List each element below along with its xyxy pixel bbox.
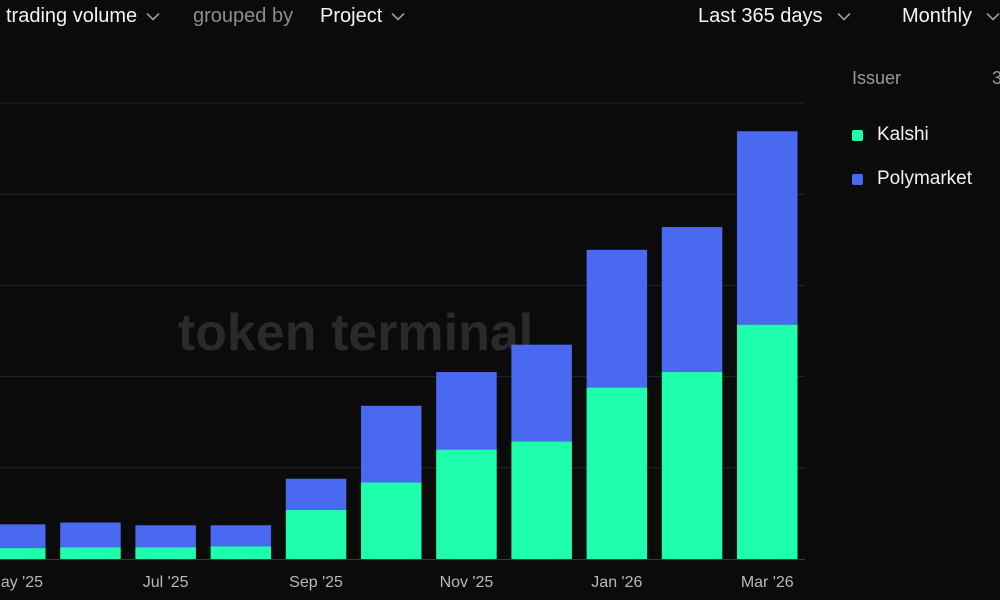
- x-tick-label: Sep '25: [289, 574, 343, 591]
- bar-segment-polymarket[interactable]: [737, 131, 798, 325]
- bar-segment-polymarket[interactable]: [361, 405, 422, 483]
- legend: Issuer 3 Kalshi Polymarket: [852, 68, 1000, 190]
- legend-label-polymarket: Polymarket: [877, 168, 973, 189]
- legend-column-value: 3: [992, 68, 1000, 88]
- legend-title: Issuer: [852, 68, 902, 88]
- chevron-down-icon: [836, 12, 851, 21]
- x-tick-label: Jan '26: [591, 574, 642, 591]
- bar-segment-kalshi[interactable]: [135, 547, 196, 559]
- chart-area: token terminal_ May '25 Jul '25 Sep '25 Nov…: [0, 102, 805, 591]
- group-by-value: Project: [320, 5, 383, 27]
- bar-segment-polymarket[interactable]: [511, 344, 572, 442]
- chevron-down-icon: [146, 12, 160, 21]
- bar-segment-polymarket[interactable]: [210, 525, 272, 547]
- x-tick-label: May '25: [0, 574, 43, 591]
- bar-segment-polymarket[interactable]: [60, 522, 121, 548]
- metric-label: trading volume: [6, 5, 138, 27]
- x-tick-label: Nov '25: [440, 574, 494, 591]
- watermark: token terminal_: [178, 304, 563, 362]
- bar-segment-polymarket[interactable]: [0, 524, 46, 549]
- legend-label-kalshi: Kalshi: [877, 124, 929, 145]
- metric-dropdown[interactable]: trading volume: [6, 5, 160, 28]
- bar-segment-kalshi[interactable]: [361, 482, 422, 559]
- x-tick-label: Mar '26: [741, 574, 794, 591]
- legend-item-polymarket[interactable]: Polymarket: [852, 168, 1000, 190]
- stacked-bar-chart: token terminal_ May '25 Jul '25 Sep '25 Nov…: [0, 102, 805, 591]
- bar-segment-polymarket[interactable]: [436, 372, 497, 450]
- bar-segment-kalshi[interactable]: [210, 546, 272, 559]
- x-tick-label: Jul '25: [143, 574, 189, 591]
- bar-segment-kalshi[interactable]: [661, 372, 723, 559]
- interval-label: Monthly: [902, 5, 973, 27]
- bar-segment-kalshi[interactable]: [586, 387, 648, 559]
- group-by-dropdown[interactable]: Project: [320, 5, 405, 28]
- legend-item-kalshi[interactable]: Kalshi: [852, 124, 1000, 146]
- polymarket-swatch: [852, 173, 863, 185]
- bars: [0, 131, 798, 559]
- chevron-down-icon: [391, 12, 405, 21]
- chart-toolbar: trading volume grouped by Project Last 3…: [0, 0, 1000, 40]
- date-range-label: Last 365 days: [698, 5, 823, 27]
- bar-segment-kalshi[interactable]: [737, 324, 798, 559]
- bar-segment-polymarket[interactable]: [135, 525, 196, 548]
- bar-segment-kalshi[interactable]: [511, 441, 572, 559]
- x-axis-ticks: May '25 Jul '25 Sep '25 Nov '25 Jan '26 Mar '…: [0, 574, 794, 591]
- bar-segment-polymarket[interactable]: [285, 478, 347, 510]
- bar-segment-kalshi[interactable]: [0, 548, 46, 559]
- bar-segment-polymarket[interactable]: [661, 227, 723, 373]
- chevron-down-icon: [986, 12, 1000, 21]
- date-range-dropdown[interactable]: Last 365 days: [698, 5, 851, 28]
- interval-dropdown[interactable]: Monthly: [902, 5, 1000, 28]
- bar-segment-kalshi[interactable]: [285, 509, 347, 559]
- kalshi-swatch: [852, 129, 863, 141]
- bar-segment-kalshi[interactable]: [436, 449, 497, 559]
- bar-segment-kalshi[interactable]: [60, 547, 121, 559]
- bar-segment-polymarket[interactable]: [586, 249, 648, 388]
- grouped-by-text: grouped by: [193, 5, 294, 27]
